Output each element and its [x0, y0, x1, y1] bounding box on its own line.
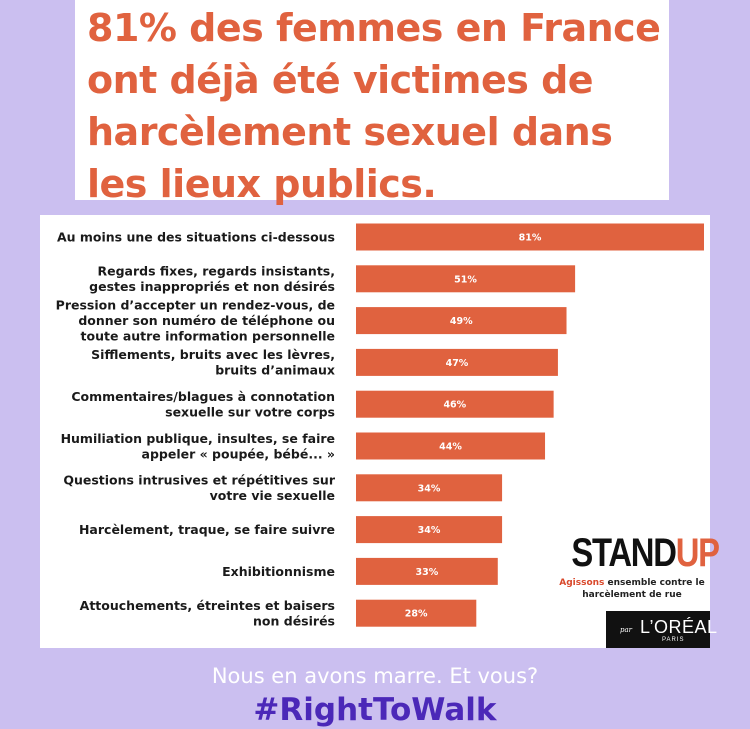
category-label-7: Harcèlement, traque, se faire suivre [79, 522, 335, 537]
bar-8 [356, 557, 498, 585]
standup-tagline-rest: ensemble contre le [607, 578, 705, 588]
bar-chart-panel: 81% Au moins une des situations ci-dessou… [40, 215, 720, 648]
standup-tagline: Agissons ensemble contre le harcèlement … [558, 577, 706, 601]
bar-value-label-8: 33% [416, 567, 439, 578]
bar-value-label-5: 44% [439, 442, 462, 453]
bar-value-label-7: 34% [418, 525, 441, 536]
loreal-name: L’ORÉAL [640, 617, 718, 637]
category-label-6: Questions intrusives et répétitives sur v… [63, 473, 335, 504]
category-label-4: Commentaires/blagues à connotation sexuel… [71, 389, 335, 420]
standup-logo-block: STANDUP Agissons ensemble contre le harc… [558, 531, 720, 601]
bar-value-label-4: 46% [443, 400, 466, 411]
hashtag-link[interactable]: #RightToWalk [253, 692, 497, 728]
bar-value-label-2: 49% [450, 316, 473, 327]
category-label-8: Exhibitionnisme [222, 564, 335, 579]
bar-1 [356, 265, 576, 293]
standup-logo-stand: STAND [571, 531, 677, 575]
bar-value-label-6: 34% [418, 483, 441, 494]
category-label-5: Humiliation publique, insultes, se faire… [61, 431, 335, 462]
category-label-1: Regards fixes, regards insistants, gestes… [89, 264, 335, 295]
loreal-logo: par L’ORÉAL PARIS [606, 611, 717, 648]
standup-logo: STANDUP [571, 531, 720, 575]
bar-value-label-1: 51% [454, 274, 477, 285]
category-label-3: Sifflements, bruits avec les lèvres, brui… [91, 347, 335, 378]
bar-4 [356, 390, 554, 418]
bar-chart: 81% Au moins une des situations ci-dessou… [56, 223, 704, 629]
bar-2 [356, 307, 567, 335]
category-label-9: Attouchements, étreintes et baisers non d… [80, 598, 335, 629]
loreal-sub: PARIS [662, 637, 685, 643]
bar-0 [356, 223, 704, 251]
bar-9 [356, 599, 477, 627]
bar-value-label-0: 81% [519, 233, 542, 244]
loreal-par: par [620, 626, 633, 634]
bar-7 [356, 516, 503, 544]
standup-tagline-highlight: Agissons [559, 578, 605, 588]
category-label-0: Au moins une des situations ci-dessous [57, 230, 335, 245]
standup-tagline-line2: harcèlement de rue [582, 590, 682, 600]
bar-5 [356, 432, 546, 460]
bar-value-label-9: 28% [405, 609, 428, 620]
standup-logo-up: UP [675, 531, 720, 575]
category-label-2: Pression d’accepter un rendez-vous, de do… [56, 298, 335, 344]
headline: 81% des femmes en France ont déjà été vi… [87, 6, 661, 206]
footer-tagline: Nous en avons marre. Et vous? [211, 664, 539, 688]
bar-value-label-3: 47% [446, 358, 469, 369]
bar-3 [356, 348, 558, 376]
bar-6 [356, 474, 503, 502]
headline-box: 81% des femmes en France ont déjà été vi… [75, 0, 669, 206]
